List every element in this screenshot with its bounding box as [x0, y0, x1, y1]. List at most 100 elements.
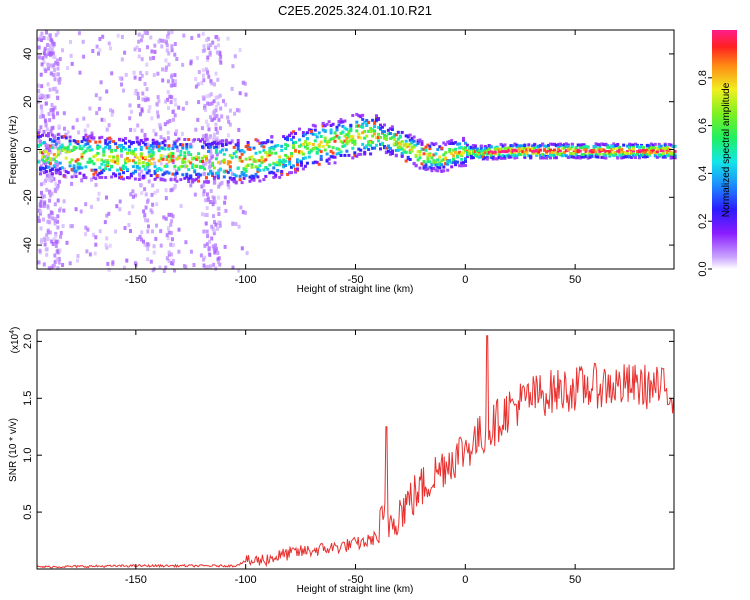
speckle-cell: [171, 110, 175, 114]
ridge-cell: [50, 146, 54, 150]
ridge-cell: [197, 175, 201, 179]
speckle-cell: [170, 74, 173, 79]
ridge-cell: [262, 141, 266, 145]
ridge-cell: [189, 145, 193, 149]
speckle-cell: [210, 224, 214, 229]
speckle-cell: [150, 49, 154, 54]
ridge-cell: [167, 147, 171, 151]
ridge-cell: [436, 169, 440, 173]
ridge-cell: [147, 162, 151, 166]
ridge-cell: [234, 143, 238, 147]
speckle-cell: [158, 122, 162, 127]
speckle-cell: [144, 95, 148, 100]
ridge-cell: [143, 155, 147, 159]
speckle-cell: [189, 249, 193, 254]
speckle-cell: [175, 57, 179, 61]
ridge-cell: [177, 137, 181, 141]
speckle-cell: [110, 112, 114, 117]
speckle-cell: [43, 201, 46, 206]
speckle-cell: [132, 70, 136, 75]
ridge-cell: [143, 142, 147, 146]
speckle-cell: [213, 250, 217, 255]
speckle-cell: [196, 82, 200, 87]
speckle-cell: [219, 60, 223, 65]
ridge-cell: [414, 143, 418, 147]
ridge-cell: [268, 146, 272, 150]
ridge-cell: [410, 137, 414, 140]
ridge-cell: [201, 160, 205, 163]
speckle-cell: [165, 65, 168, 70]
speckle-cell: [46, 82, 50, 87]
speckle-cell: [50, 176, 54, 181]
ridge-cell: [564, 149, 568, 153]
speckle-cell: [39, 72, 43, 77]
snr-series-line: [36, 335, 675, 569]
speckle-cell: [182, 33, 186, 38]
speckle-cell: [172, 243, 176, 248]
ridge-cell: [238, 159, 242, 162]
ridge-cell: [349, 127, 353, 131]
speckle-cell: [51, 216, 55, 221]
ridge-cell: [68, 139, 72, 143]
ridge-cell: [337, 123, 341, 127]
ridge-cell: [638, 156, 641, 160]
ridge-cell: [268, 163, 272, 167]
speckle-cell: [61, 48, 64, 53]
ridge-cell: [129, 151, 133, 155]
ridge-cell: [234, 150, 238, 154]
speckle-cell: [167, 230, 171, 235]
speckle-cell: [202, 183, 206, 188]
ridge-cell: [307, 150, 311, 154]
speckle-cell: [214, 173, 218, 178]
ridge-cell: [462, 147, 465, 151]
ridge-cell: [359, 136, 363, 140]
ridge-cell: [193, 178, 197, 182]
ridge-cell: [329, 155, 333, 159]
ridge-cell: [377, 139, 380, 143]
ridge-cell: [404, 159, 408, 163]
ridge-cell: [193, 164, 197, 168]
ridge-cell: [52, 157, 56, 161]
ridge-cell: [137, 178, 141, 181]
speckle-cell: [138, 48, 141, 52]
speckle-cell: [158, 265, 162, 270]
ridge-cell: [341, 130, 345, 134]
speckle-cell: [218, 223, 222, 228]
speckle-cell: [42, 217, 45, 222]
speckle-cell: [226, 36, 230, 41]
speckle-cell: [86, 227, 90, 232]
ridge-cell: [292, 143, 295, 147]
ridge-cell: [588, 155, 592, 159]
ridge-cell: [244, 157, 248, 161]
ridge-cell: [68, 135, 72, 139]
speckle-cell: [214, 71, 218, 76]
ridge-cell: [169, 178, 173, 182]
ridge-cell: [286, 156, 290, 160]
speckle-cell: [120, 82, 123, 87]
ridge-cell: [535, 145, 539, 149]
ridge-cell: [127, 159, 131, 163]
colorbar: 0.00.20.40.60.8 Normalized spectral ampl…: [697, 30, 737, 277]
speckle-cell: [202, 44, 206, 49]
ridge-cell: [539, 144, 543, 148]
speckle-cell: [204, 178, 208, 183]
ridge-cell: [157, 145, 161, 149]
ridge-cell: [68, 142, 72, 146]
ridge-cell: [299, 150, 303, 154]
ridge-cell: [155, 168, 159, 172]
ridge-cell: [612, 144, 616, 148]
ridge-cell: [493, 152, 497, 156]
ridge-cell: [157, 167, 161, 170]
speckle-cell: [48, 118, 52, 123]
ridge-cell: [570, 155, 574, 159]
ridge-cell: [284, 153, 288, 157]
ridge-cell: [386, 132, 390, 136]
speckle-cell: [189, 183, 193, 188]
ridge-cell: [135, 156, 139, 159]
ridge-cell: [171, 147, 175, 150]
ridge-cell: [598, 149, 602, 153]
ridge-cell: [266, 167, 270, 171]
speckle-cell: [212, 231, 216, 236]
ridge-cell: [135, 136, 139, 140]
